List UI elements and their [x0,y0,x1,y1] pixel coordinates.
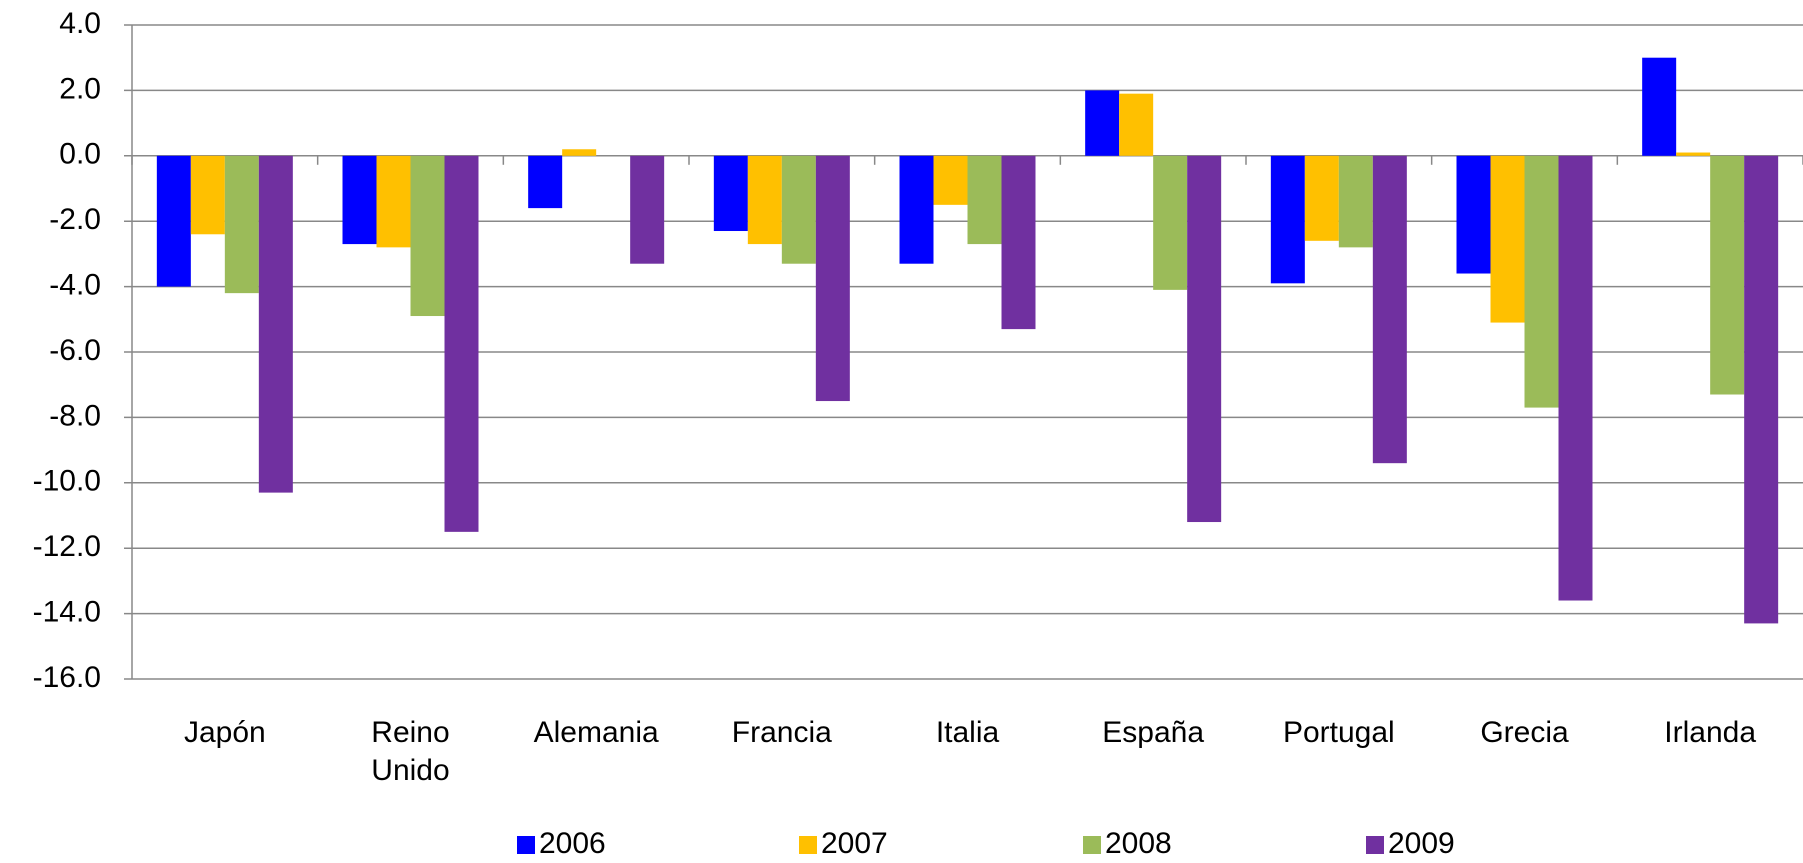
bar [1558,155,1593,601]
bar [376,155,411,248]
legend-swatch [1083,836,1101,854]
bar [342,155,377,245]
legend-label: 2006 [539,827,606,860]
legend-swatch [799,836,817,854]
y-tick-label: -4.0 [49,269,101,302]
y-tick-label: -12.0 [33,530,101,563]
bar [444,155,479,532]
bar [747,155,782,245]
bar [1187,155,1222,523]
legend-label: 2009 [1388,827,1455,860]
bar [1085,90,1120,156]
bar [967,155,1002,245]
x-tick-label: Reino Unido [371,716,450,787]
bar [1456,155,1491,274]
x-tick-label: Alemania [533,716,659,749]
bar [1338,155,1373,248]
y-tick-label: -6.0 [49,334,101,367]
bar [1524,155,1559,408]
x-tick-label: Irlanda [1664,716,1757,749]
legend-swatch [517,836,535,854]
bar [899,155,934,264]
y-tick-label: -2.0 [49,203,101,236]
bar [1710,155,1745,395]
bar [1153,155,1188,290]
x-tick-label: Japón [183,716,266,749]
bar [1304,155,1339,241]
x-tick-label: Grecia [1480,716,1569,749]
legend-label: 2007 [821,827,888,860]
x-tick-label: Portugal [1282,716,1395,749]
y-tick-label: -16.0 [33,661,101,694]
bar [562,149,597,156]
legend-label: 2008 [1105,827,1172,860]
bar [190,155,225,235]
bar [224,155,259,294]
y-tick-label: -8.0 [49,399,101,432]
bar [1270,155,1305,284]
y-tick-label: 0.0 [59,138,101,171]
y-tick-label: 4.0 [59,7,101,40]
x-tick-label: España [1102,716,1205,749]
bar [410,155,445,317]
bar [1372,155,1407,464]
bar [1744,155,1779,624]
x-tick-label: Italia [935,716,1000,749]
bar [1490,155,1525,323]
bar [933,155,968,205]
bar [258,155,293,493]
bar [1676,152,1711,156]
bar [713,155,748,232]
bar [630,155,665,264]
y-tick-label: -10.0 [33,465,101,498]
y-tick-label: 2.0 [59,72,101,105]
bar [781,155,816,264]
x-tick-label: Francia [731,716,832,749]
bar [1119,93,1154,156]
legend-swatch [1366,836,1384,854]
bar [1001,155,1036,330]
y-tick-label: -14.0 [33,596,101,629]
bar [156,155,191,287]
bar [528,155,563,209]
bar [815,155,850,402]
bar [1642,57,1677,156]
